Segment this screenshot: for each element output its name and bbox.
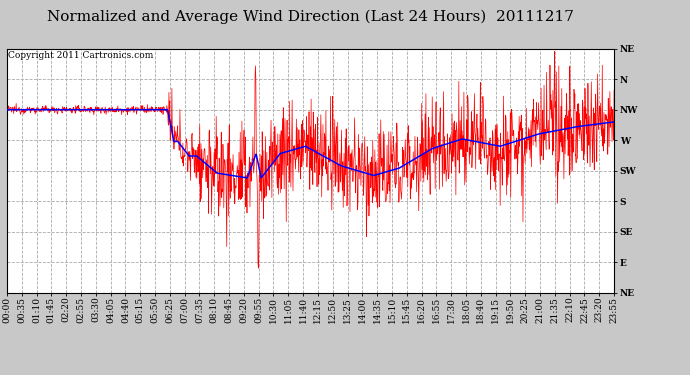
Text: Normalized and Average Wind Direction (Last 24 Hours)  20111217: Normalized and Average Wind Direction (L… [47,9,574,24]
Text: Copyright 2011 Cartronics.com: Copyright 2011 Cartronics.com [8,51,153,60]
